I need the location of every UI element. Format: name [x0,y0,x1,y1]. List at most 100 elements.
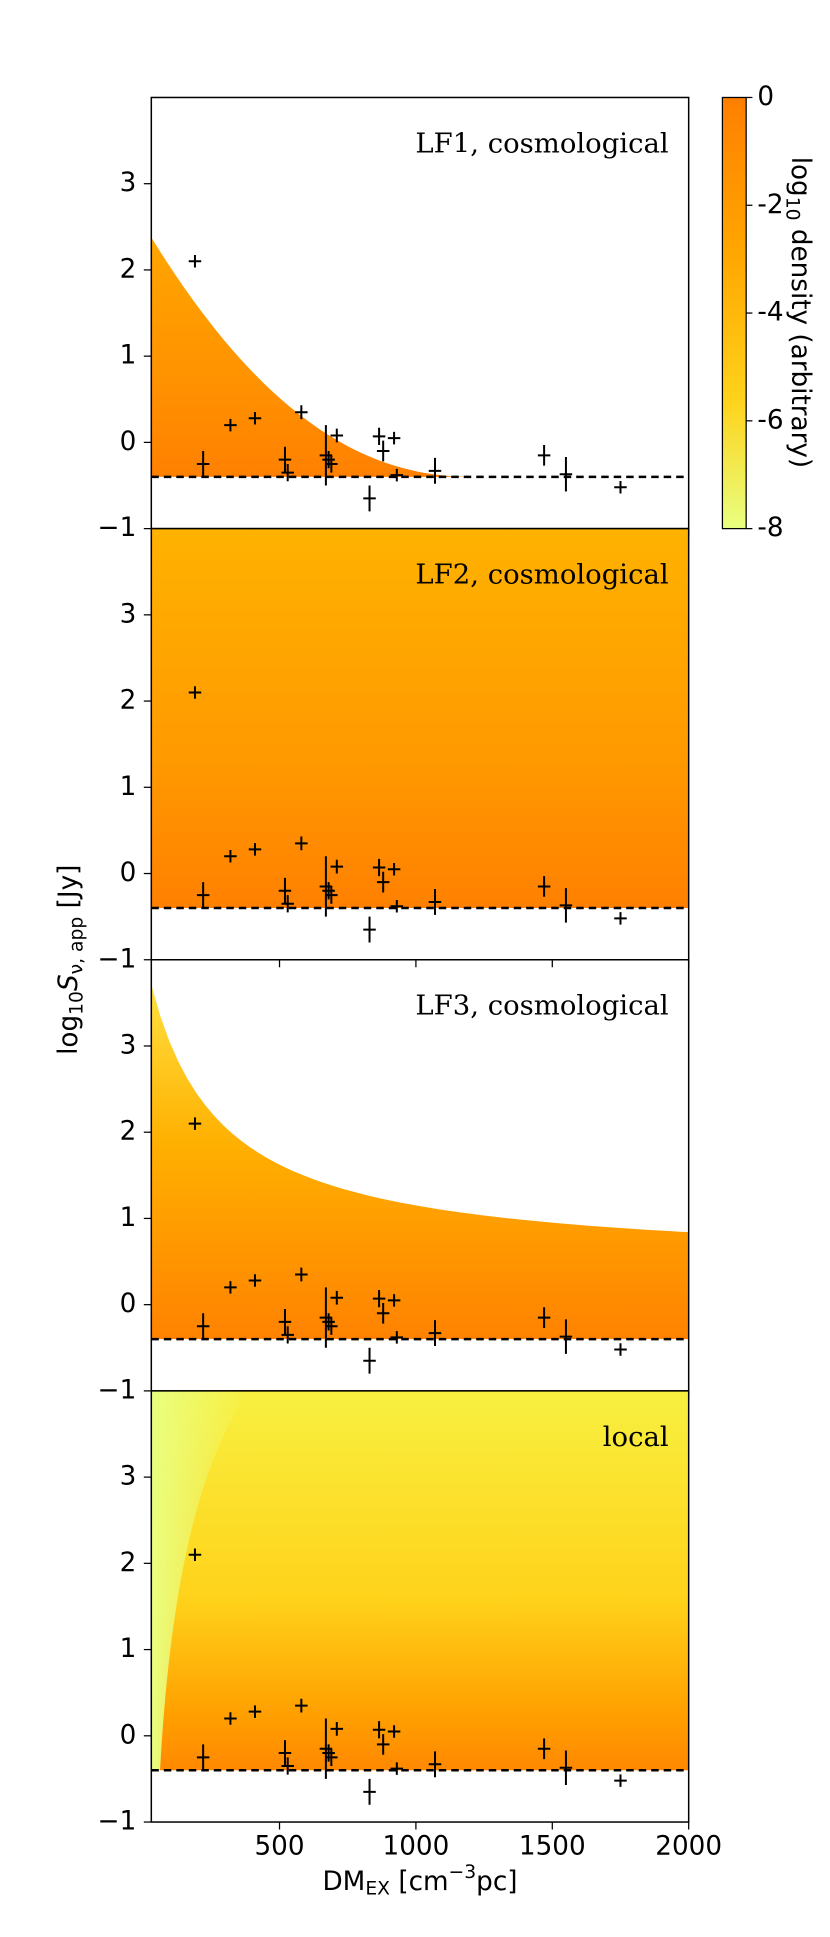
data-point [325,886,338,904]
y-axis-label-part: ν, app [66,917,87,975]
data-point [248,411,262,425]
y-tick-label: 3 [120,168,137,198]
y-tick-label: −1 [98,944,137,974]
colorbar-label: log10 density (arbitrary) [782,157,815,468]
data-point [330,1290,344,1305]
x-axis-label-part: DM [322,1867,365,1897]
x-tick-label: 2000 [655,1832,722,1862]
y-tick-label: 3 [120,599,137,629]
data-point [363,916,376,943]
y-axis-label-part: 10 [66,991,87,1015]
data-point [387,1294,401,1307]
data-point [224,418,237,432]
data-point [319,425,333,486]
data-point [363,485,376,512]
data-point [295,405,308,420]
panels: LF1, cosmological −1 0 1 2 3 LF2, cosmological… [98,96,722,1862]
colorbar-tick-label: -8 [757,513,783,543]
data-point [196,1744,210,1771]
x-axis-label-part: EX [365,1878,390,1899]
data-point [295,836,308,851]
data-point [428,889,442,915]
data-point [372,1290,386,1308]
data-point [196,451,210,477]
data-point [537,444,551,466]
density [151,237,475,477]
x-axis-label-part: pc] [476,1867,517,1897]
data-point [224,1281,237,1294]
x-tick-label: 500 [254,1832,304,1862]
y-tick-label: 3 [120,1462,137,1492]
data-point [537,876,551,897]
data-point [322,451,335,469]
panel-frame [150,1390,690,1823]
y-axis-label: log10Sν, app [Jy] [53,865,86,1055]
y-axis-label-part: log [53,1015,83,1055]
data-point [188,1548,202,1561]
data-point [325,1748,338,1766]
y-tick-label: 3 [120,1030,137,1060]
y-tick-label: −1 [98,1375,137,1405]
data-point [372,427,386,445]
data-point [278,1740,292,1766]
data-point [319,1287,333,1348]
data-point [387,862,401,876]
x-axis-label-part: −3 [449,1862,477,1883]
data-point [330,428,344,443]
x-axis-label: DMEX [cm−3pc] [322,1862,517,1899]
data-point [559,1750,573,1785]
data-point [319,1718,333,1779]
data-point [390,1331,404,1344]
data-point [537,1738,551,1760]
data-point [372,1721,386,1739]
data-point [387,1725,401,1738]
density [151,984,689,1340]
data-point [387,431,401,445]
panel-title: local [603,1421,669,1453]
data-point [325,455,338,473]
x-axis-label-part: [cm [390,1867,449,1897]
density [151,1390,689,1771]
data-point [281,1757,294,1775]
data-point [559,1319,573,1354]
data-point [188,686,202,699]
y-tick-label: 2 [120,1117,137,1147]
data-point [363,1347,376,1374]
y-tick-label: 2 [120,1548,137,1578]
data-point [295,1698,308,1713]
data-point [390,1762,404,1775]
y-axis-label-part: S [53,974,83,991]
data-point [614,480,627,494]
colorbar-label-part: density (arbitrary) [785,221,815,469]
data-point [559,888,573,923]
data-point [295,1267,308,1282]
data-point [196,1313,210,1340]
panel-title: LF2, cosmological [415,559,668,591]
data-point [248,1705,262,1718]
y-tick-label: −1 [98,513,137,543]
data-point [428,1751,442,1778]
data-point [322,1313,335,1331]
data-point [330,859,344,874]
data-point [325,1317,338,1335]
density-edge [151,1390,251,1771]
y-tick-label: 0 [120,1720,137,1750]
y-tick-label: 0 [120,1289,137,1319]
data-point [248,1274,262,1287]
x-tick-label: 1500 [519,1832,586,1862]
y-tick-label: 0 [120,427,137,457]
data-point [428,457,442,484]
data-point [376,1302,390,1324]
data-point [376,1734,390,1755]
data-point [188,1117,202,1130]
data-point [614,912,627,925]
data-point [281,895,294,913]
data-point [390,468,404,482]
data-point [372,858,386,877]
data-point [224,1712,237,1725]
data-point [248,843,262,856]
data-point [196,882,210,909]
y-tick-label: 2 [120,254,137,284]
data-point [281,1326,294,1344]
